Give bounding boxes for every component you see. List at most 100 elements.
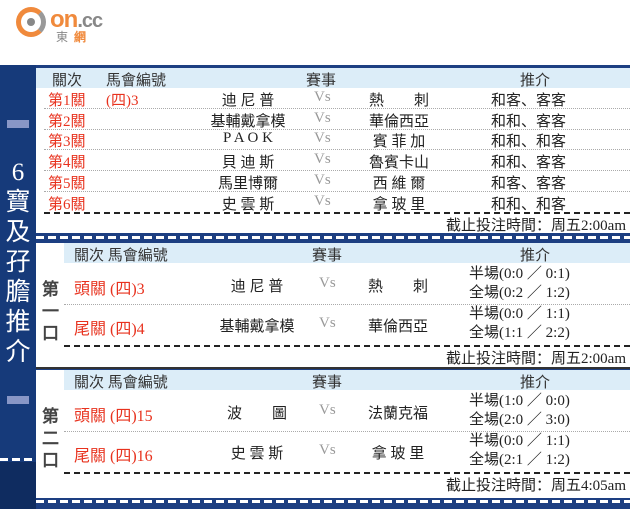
vs-label: Vs <box>314 89 331 105</box>
sidebar-title: 6寶及孖膽推介 <box>5 159 31 366</box>
sidebar-bar-decoration <box>7 120 29 128</box>
header-leg-code: 關次 馬會編號 <box>74 375 168 391</box>
vs-label: Vs <box>319 442 336 458</box>
row-divider <box>44 170 630 172</box>
home-team: 史 雲 斯 <box>230 446 284 462</box>
tip: 和客、客客 <box>491 175 567 192</box>
away-team: 法蘭克福 <box>367 406 428 422</box>
table-header: 關次 馬會編號 賽事 推介 <box>64 243 630 264</box>
home-team: 基輔戴拿模 <box>219 319 295 335</box>
sidebar <box>0 65 36 509</box>
leg: 第1關 <box>48 93 86 109</box>
away-team: 賓 菲 加 <box>372 134 426 151</box>
header-code: 馬會編號 <box>106 73 167 89</box>
table-row: 第5關 馬里博爾 Vs 西 維 爾 和客、客客 <box>36 171 630 192</box>
away-team: 熱 刺 <box>368 93 429 109</box>
match-code: (四)3 <box>106 93 139 109</box>
away-team: 華倫西亞 <box>368 113 429 130</box>
sidebar-bar-decoration <box>7 396 29 404</box>
half-time-tip: 半場(0:0 ／ 0:1) <box>469 266 570 282</box>
vs-label: Vs <box>319 402 336 418</box>
tip: 和和、和客 <box>491 134 567 151</box>
header-match: 賽事 <box>312 248 343 264</box>
logo-ring-icon <box>16 7 46 37</box>
panel-separator <box>36 367 630 369</box>
leg: 頭關 (四)3 <box>74 281 145 298</box>
away-team: 拿 玻 里 <box>372 196 426 213</box>
logo-cn2: 網 <box>74 30 87 44</box>
full-time-tip: 全場(1:1 ／ 2:2) <box>469 325 570 341</box>
half-time-tip: 半場(1:0 ／ 0:0) <box>469 393 570 409</box>
row-divider <box>64 431 630 432</box>
table-row: 第4關 貝 迪 斯 Vs 魯賓卡山 和和、客客 <box>36 150 630 172</box>
header-tip: 推介 <box>520 73 551 89</box>
home-team: 基輔戴拿模 <box>210 113 286 130</box>
tip: 和和、客客 <box>491 155 567 172</box>
away-team: 魯賓卡山 <box>368 155 429 172</box>
vs-label: Vs <box>314 192 331 209</box>
home-team: 史 雲 斯 <box>221 196 275 213</box>
logo-tld: .cc <box>77 10 103 32</box>
divider <box>44 212 630 214</box>
vs-label: Vs <box>314 130 331 147</box>
deadline: 截止投注時間：周五2:00am <box>446 218 626 234</box>
vs-label: Vs <box>319 275 336 291</box>
row-divider <box>44 108 630 109</box>
section-divider <box>36 236 630 239</box>
oncc-logo[interactable]: on.cc 東網 <box>14 4 114 46</box>
home-team: 波 圖 <box>226 406 287 422</box>
leg: 尾關 (四)4 <box>74 321 145 338</box>
header-match: 賽事 <box>312 375 343 391</box>
table-row: 第6關 史 雲 斯 Vs 拿 玻 里 和和、和客 <box>36 192 630 213</box>
deadline: 截止投注時間：周五4:05am <box>446 478 626 494</box>
header-leg-code: 關次 馬會編號 <box>74 248 168 264</box>
leg: 尾關 (四)16 <box>74 448 153 465</box>
divider <box>64 472 630 474</box>
vs-label: Vs <box>314 171 331 188</box>
header-tip: 推介 <box>520 375 551 391</box>
table-row: 尾關 (四)16 史 雲 斯 Vs 拿 玻 里 半場(0:0 ／ 1:1) 全場… <box>36 431 630 471</box>
half-time-tip: 半場(0:0 ／ 1:1) <box>469 306 570 322</box>
home-team: 貝 迪 斯 <box>221 155 275 172</box>
tip: 和和、和客 <box>491 196 567 213</box>
table-row: 尾關 (四)4 基輔戴拿模 Vs 華倫西亞 半場(0:0 ／ 1:1) 全場(1… <box>36 304 630 344</box>
table-row: 第3關 P A O K Vs 賓 菲 加 和和、和客 <box>36 129 630 151</box>
sidebar-divider <box>0 458 36 461</box>
deadline: 截止投注時間：周五2:00am <box>446 351 626 367</box>
home-team: 迪 尼 普 <box>221 93 275 109</box>
home-team: 迪 尼 普 <box>230 279 284 295</box>
six-leg-panel: 關次 馬會編號 賽事 推介 第1關 (四)3 迪 尼 普 Vs 熱 刺 和客、客… <box>36 68 630 234</box>
table-row: 第1關 (四)3 迪 尼 普 Vs 熱 刺 和客、客客 <box>36 88 630 109</box>
row-divider <box>44 190 630 192</box>
double-panel: 關次 馬會編號 賽事 推介 第一口 頭關 (四)3 迪 尼 普 Vs 熱 刺 半… <box>36 243 630 367</box>
header-leg: 關次 <box>52 73 83 89</box>
leg: 第5關 <box>48 175 86 192</box>
vs-label: Vs <box>314 151 331 168</box>
table-header: 關次 馬會編號 賽事 推介 <box>36 68 630 89</box>
section-divider <box>36 500 630 503</box>
row-divider <box>44 149 630 151</box>
table-row: 頭關 (四)3 迪 尼 普 Vs 熱 刺 半場(0:0 ／ 0:1) 全場(0:… <box>36 264 630 305</box>
vs-label: Vs <box>314 109 331 126</box>
home-team: 馬里博爾 <box>217 175 278 192</box>
away-team: 熱 刺 <box>367 279 428 295</box>
table-header: 關次 馬會編號 賽事 推介 <box>64 370 630 391</box>
leg: 第3關 <box>48 134 86 151</box>
vs-label: Vs <box>319 315 336 331</box>
row-divider <box>44 128 630 130</box>
group-label: 第一口 <box>42 280 59 343</box>
divider <box>64 345 630 347</box>
sidebar-footer <box>0 462 36 509</box>
leg: 第4關 <box>48 155 86 172</box>
tip: 和和、客客 <box>491 113 567 130</box>
double-panel: 關次 馬會編號 賽事 推介 第二口 頭關 (四)15 波 圖 Vs 法蘭克福 半… <box>36 370 630 498</box>
full-time-tip: 全場(2:1 ／ 1:2) <box>469 452 570 468</box>
away-team: 華倫西亞 <box>367 319 428 335</box>
logo-brand: on <box>50 6 78 33</box>
logo-cn1: 東 <box>56 30 69 44</box>
group-label: 第二口 <box>42 407 59 470</box>
row-divider <box>64 304 630 305</box>
header-tip: 推介 <box>520 248 551 264</box>
full-time-tip: 全場(0:2 ／ 1:2) <box>469 285 570 301</box>
leg: 頭關 (四)15 <box>74 408 153 425</box>
